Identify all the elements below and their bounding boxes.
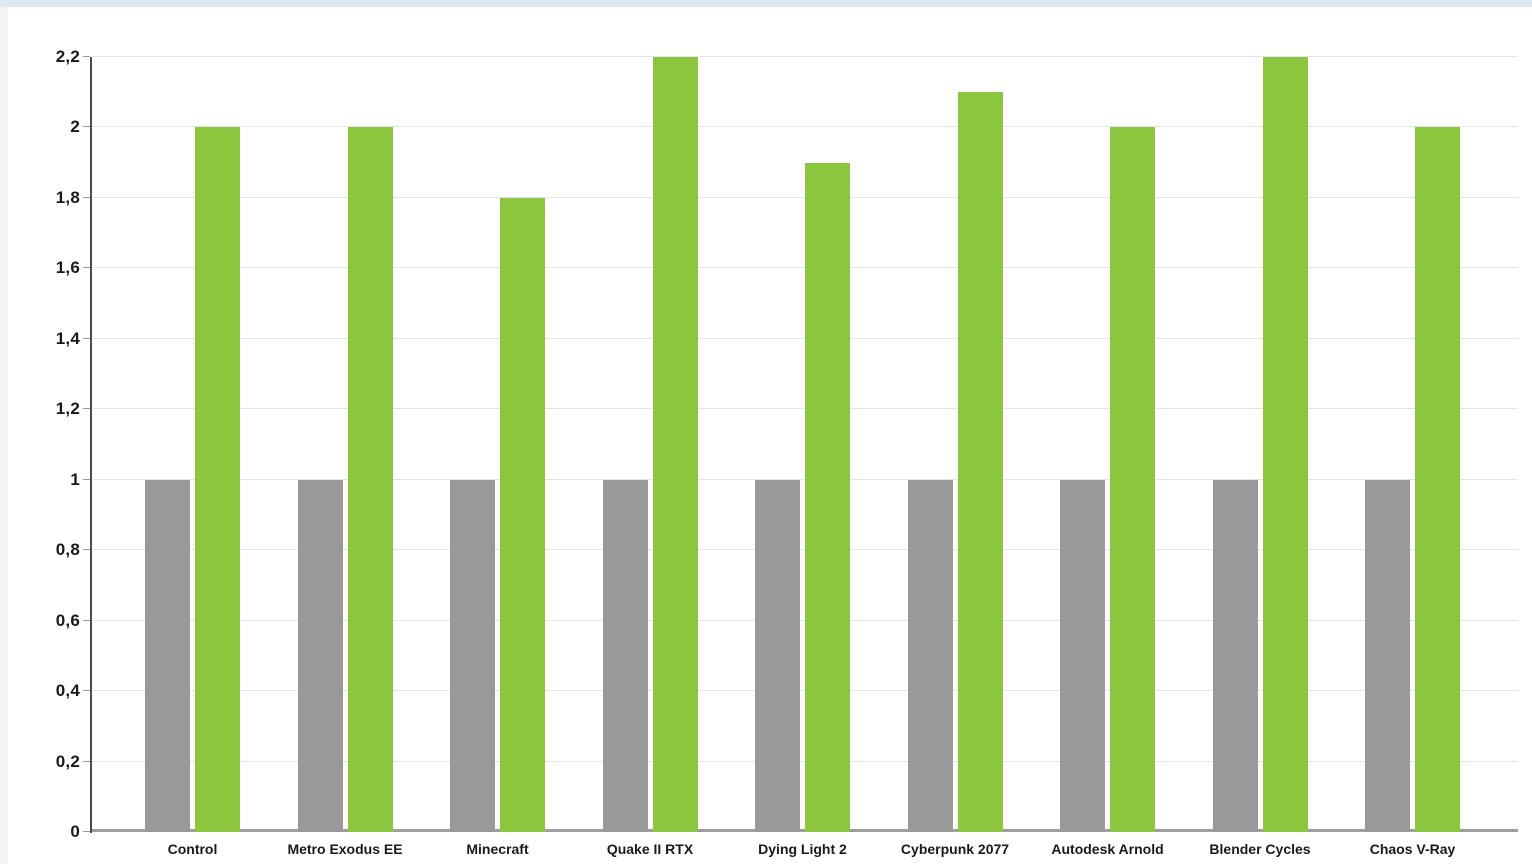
bar-group bbox=[145, 57, 240, 832]
bar-baseline bbox=[450, 479, 495, 832]
gridline bbox=[92, 126, 1518, 128]
y-axis: 0 0,2 0,4 0,6 0,8 1 1,2 1,4 1,6 1,8 2 2,2 bbox=[14, 47, 80, 841]
y-axis-tick bbox=[83, 337, 90, 339]
bar-group bbox=[1365, 57, 1460, 832]
y-axis-label: 0,8 bbox=[55, 540, 80, 560]
bar-comparison bbox=[500, 197, 545, 832]
bar-baseline bbox=[145, 479, 190, 832]
bar-group bbox=[755, 57, 850, 832]
bar-comparison bbox=[1262, 57, 1308, 832]
chart-card: 0 0,2 0,4 0,6 0,8 1 1,2 1,4 1,6 1,8 2 2,2 Control Me… bbox=[8, 7, 1532, 864]
bar-comparison bbox=[805, 162, 850, 832]
y-axis-tick bbox=[83, 478, 90, 480]
y-axis-label: 1 bbox=[70, 469, 80, 489]
bar-group bbox=[450, 57, 545, 832]
y-axis-tick bbox=[83, 408, 90, 410]
x-axis-label: Dying Light 2 bbox=[758, 841, 847, 857]
bar-group bbox=[297, 57, 393, 832]
plot-area bbox=[83, 56, 1518, 833]
bar-baseline bbox=[1365, 479, 1410, 832]
y-axis-label: 2,2 bbox=[55, 47, 80, 66]
bar-comparison bbox=[195, 127, 240, 832]
bar-comparison bbox=[652, 57, 698, 832]
bar-baseline bbox=[1212, 479, 1258, 832]
bar-comparison bbox=[1415, 127, 1460, 832]
bar-group bbox=[602, 57, 698, 832]
x-axis-label: Minecraft bbox=[466, 841, 529, 857]
bars-container bbox=[92, 57, 1518, 832]
bar-group bbox=[907, 57, 1003, 832]
y-axis-label: 0 bbox=[70, 822, 80, 841]
x-axis-label: Autodesk Arnold bbox=[1051, 841, 1164, 857]
bar-group bbox=[1212, 57, 1308, 832]
bar-baseline bbox=[755, 479, 800, 832]
y-axis-label: 2 bbox=[70, 117, 80, 137]
y-axis-tick bbox=[83, 56, 90, 57]
bar-group bbox=[1060, 57, 1155, 832]
bar-baseline bbox=[1060, 479, 1105, 832]
page-left-strip bbox=[0, 7, 8, 864]
bar-baseline bbox=[602, 479, 648, 832]
x-axis-label: Metro Exodus EE bbox=[287, 841, 403, 857]
bar-comparison bbox=[347, 127, 393, 832]
bar-baseline bbox=[297, 479, 343, 832]
bar-baseline bbox=[907, 479, 953, 832]
page-top-strip bbox=[0, 0, 1532, 7]
y-axis-tick bbox=[83, 760, 90, 762]
x-axis-label: Chaos V-Ray bbox=[1369, 841, 1456, 857]
y-axis-tick bbox=[83, 619, 90, 621]
y-axis-label: 1,8 bbox=[55, 187, 80, 207]
y-axis-label: 1,6 bbox=[55, 258, 80, 278]
gridline bbox=[92, 56, 1518, 57]
y-axis-label: 0,6 bbox=[55, 610, 80, 630]
bar-comparison bbox=[957, 92, 1003, 832]
y-axis-label: 0,4 bbox=[55, 681, 80, 701]
y-axis-tick bbox=[83, 549, 90, 551]
x-axis-label: Control bbox=[167, 841, 218, 857]
y-axis-label: 1,2 bbox=[55, 399, 80, 419]
x-axis-label: Cyberpunk 2077 bbox=[900, 841, 1010, 857]
y-axis-tick bbox=[83, 196, 90, 198]
y-axis-label: 1,4 bbox=[55, 328, 80, 348]
y-axis-tick bbox=[83, 267, 90, 269]
x-axis-label: Blender Cycles bbox=[1209, 841, 1311, 857]
y-axis-line bbox=[90, 57, 92, 833]
y-axis-tick bbox=[83, 831, 90, 832]
y-axis-label: 0,2 bbox=[55, 751, 80, 771]
x-axis-label: Quake II RTX bbox=[606, 841, 694, 857]
y-axis-tick bbox=[83, 126, 90, 128]
bar-comparison bbox=[1110, 127, 1155, 832]
y-axis-tick bbox=[83, 690, 90, 692]
x-axis-labels: Control Metro Exodus EE Minecraft Quake II … bbox=[92, 841, 1518, 863]
